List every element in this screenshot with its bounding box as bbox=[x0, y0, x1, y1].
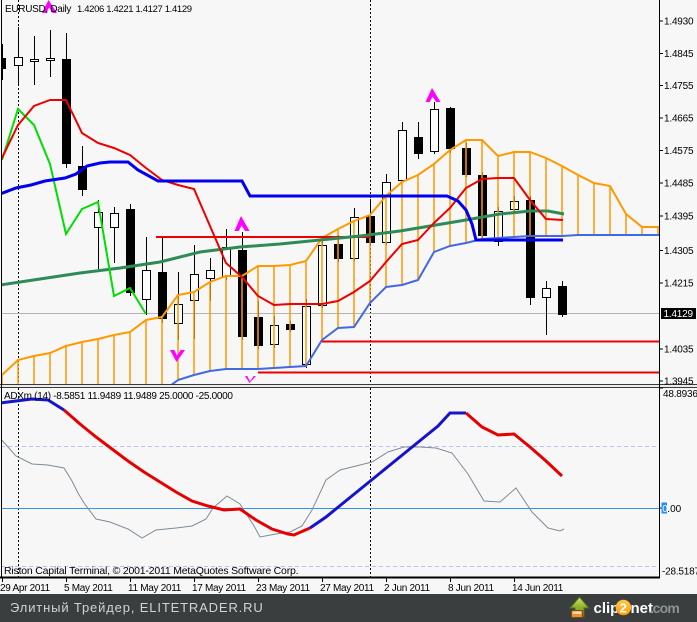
svg-text:23 May 2011: 23 May 2011 bbox=[256, 583, 311, 594]
svg-text:17 May 2011: 17 May 2011 bbox=[192, 583, 247, 594]
svg-text:14 Jun 2011: 14 Jun 2011 bbox=[512, 583, 564, 594]
svg-text:1.4845: 1.4845 bbox=[664, 49, 694, 60]
svg-text:11 May 2011: 11 May 2011 bbox=[128, 583, 182, 594]
svg-text:1.4035: 1.4035 bbox=[664, 345, 694, 356]
svg-text:Riston Capital Terminal, © 200: Riston Capital Terminal, © 2001-2011 Met… bbox=[4, 565, 298, 577]
svg-text:net: net bbox=[631, 600, 654, 617]
svg-text:29 Apr 2011: 29 Apr 2011 bbox=[0, 583, 51, 594]
svg-text:1.4485: 1.4485 bbox=[664, 179, 694, 190]
svg-text:Элитный Трейдер, ELITETRADER.R: Элитный Трейдер, ELITETRADER.RU bbox=[10, 600, 264, 615]
svg-text:0: 0 bbox=[662, 504, 668, 515]
svg-text:1.4129: 1.4129 bbox=[664, 309, 694, 320]
svg-text:EURUSD, Daily: EURUSD, Daily bbox=[5, 4, 71, 15]
svg-text:27 May 2011: 27 May 2011 bbox=[320, 583, 375, 594]
svg-text:1.4665: 1.4665 bbox=[664, 114, 694, 125]
svg-text:2 Jun 2011: 2 Jun 2011 bbox=[384, 583, 430, 594]
svg-text:1.4755: 1.4755 bbox=[664, 81, 694, 92]
svg-text:clip: clip bbox=[594, 600, 620, 617]
svg-text:1.4206 1.4221 1.4127 1.4129: 1.4206 1.4221 1.4127 1.4129 bbox=[77, 4, 192, 15]
svg-text:8 Jun 2011: 8 Jun 2011 bbox=[448, 583, 494, 594]
svg-text:48.8936: 48.8936 bbox=[663, 389, 697, 400]
svg-text:-28.5187: -28.5187 bbox=[662, 567, 697, 578]
svg-text:ADXm (14) -8.5851 11.9489 11.9: ADXm (14) -8.5851 11.9489 11.9489 25.000… bbox=[4, 391, 233, 402]
svg-text:1.4575: 1.4575 bbox=[664, 146, 694, 157]
svg-text:1.3945: 1.3945 bbox=[664, 377, 694, 388]
svg-text:1.4395: 1.4395 bbox=[664, 212, 694, 223]
svg-text:.com: .com bbox=[650, 600, 680, 616]
svg-text:1.4305: 1.4305 bbox=[664, 246, 694, 257]
svg-text:2: 2 bbox=[620, 601, 627, 616]
svg-text:5 May 2011: 5 May 2011 bbox=[64, 583, 113, 594]
svg-text:1.4930: 1.4930 bbox=[664, 17, 694, 28]
svg-text:.00: .00 bbox=[667, 504, 681, 515]
svg-text:1.4215: 1.4215 bbox=[664, 279, 694, 290]
